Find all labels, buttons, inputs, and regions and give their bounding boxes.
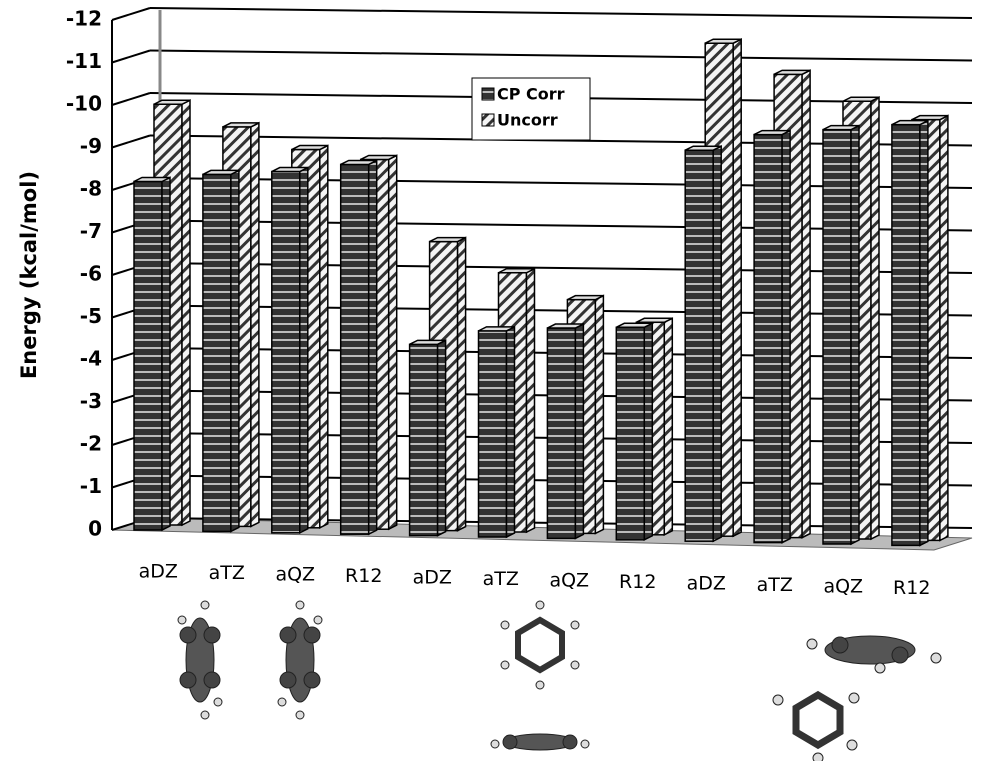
y-tick-label: -9 bbox=[80, 134, 102, 158]
bar-side bbox=[664, 318, 672, 535]
bar-front bbox=[685, 150, 713, 541]
bar-side bbox=[802, 70, 810, 537]
bar-top bbox=[479, 327, 515, 331]
bar-side bbox=[320, 146, 328, 528]
bar-side bbox=[507, 327, 515, 537]
bar-side bbox=[438, 340, 446, 535]
bar-side bbox=[389, 155, 397, 529]
bar-side bbox=[575, 324, 583, 538]
bar-top bbox=[203, 170, 239, 174]
bar-top bbox=[410, 340, 446, 344]
bar-side bbox=[851, 126, 859, 544]
bar-side bbox=[733, 39, 741, 536]
bar-top bbox=[892, 121, 928, 125]
bar-side bbox=[713, 146, 721, 541]
y-tick-label: -4 bbox=[80, 347, 102, 371]
bar-top bbox=[616, 323, 652, 327]
bar-front bbox=[272, 172, 300, 533]
bar-side bbox=[644, 323, 652, 540]
grid-line-side bbox=[112, 136, 150, 148]
x-tick-label: aTZ bbox=[209, 562, 245, 584]
grid-line bbox=[150, 8, 972, 18]
legend-label: CP Corr bbox=[497, 85, 565, 104]
bar-top bbox=[754, 131, 790, 135]
bar-side bbox=[251, 123, 259, 527]
x-tick-label: aDZ bbox=[413, 567, 452, 589]
bar-top bbox=[223, 123, 259, 127]
bar-front bbox=[823, 130, 851, 544]
bar-front bbox=[341, 164, 369, 534]
x-tick-label: aQZ bbox=[275, 564, 315, 586]
bar-side bbox=[920, 121, 928, 546]
y-tick-label: -1 bbox=[80, 474, 102, 498]
bar-side bbox=[595, 296, 603, 534]
bar-side bbox=[527, 269, 535, 532]
bar-side bbox=[369, 160, 377, 534]
bar-top bbox=[912, 116, 948, 120]
y-tick-label: -12 bbox=[66, 7, 102, 31]
x-tick-label: aDZ bbox=[139, 561, 178, 583]
grid-line-side bbox=[112, 51, 150, 63]
y-tick-label: -10 bbox=[66, 92, 102, 116]
bar-front bbox=[616, 327, 644, 540]
bar-side bbox=[300, 168, 308, 533]
y-tick-label: -7 bbox=[80, 219, 102, 243]
grid-line bbox=[150, 51, 972, 61]
x-tick-label: aTZ bbox=[757, 574, 793, 596]
bar-side bbox=[940, 116, 948, 541]
legend: CP Corr Uncorr bbox=[472, 78, 590, 140]
bar-top bbox=[774, 70, 810, 74]
bar-top bbox=[134, 178, 170, 182]
molecule-images bbox=[178, 601, 941, 761]
bar-top bbox=[705, 39, 741, 43]
y-tick-label: -3 bbox=[80, 389, 102, 413]
bar-front bbox=[547, 328, 575, 538]
y-tick-label: -6 bbox=[80, 262, 102, 286]
x-tick-label: aQZ bbox=[823, 576, 863, 598]
grid-line-side bbox=[112, 93, 150, 105]
bar-top bbox=[685, 146, 721, 150]
legend-swatch bbox=[482, 114, 494, 126]
x-tick-label: aDZ bbox=[687, 573, 726, 595]
bar-front bbox=[410, 344, 438, 535]
bar-top bbox=[154, 100, 190, 104]
bar-side bbox=[782, 131, 790, 543]
y-tick-label: 0 bbox=[88, 517, 102, 541]
x-tick-label: R12 bbox=[893, 577, 930, 599]
x-tick-label: R12 bbox=[345, 565, 382, 587]
bar-front bbox=[892, 125, 920, 546]
legend-label: Uncorr bbox=[497, 111, 558, 130]
chart: Energy (kcal/mol) 0 -1 -2 -3 -4 -5 -6 -7 -8 -9 -10… bbox=[0, 0, 992, 761]
y-tick-label: -5 bbox=[80, 304, 102, 328]
x-tick-label: aTZ bbox=[483, 568, 519, 590]
bar-top bbox=[823, 126, 859, 130]
y-tick-label: -2 bbox=[80, 432, 102, 456]
bar-top bbox=[292, 146, 328, 150]
x-tick-label: R12 bbox=[619, 571, 656, 593]
bar-top bbox=[567, 296, 603, 300]
bar-top bbox=[272, 168, 308, 172]
bar-top bbox=[636, 318, 672, 322]
x-tick-label: aQZ bbox=[549, 570, 589, 592]
bar-side bbox=[182, 100, 190, 525]
legend-swatch bbox=[482, 88, 494, 100]
y-tick-label: -8 bbox=[80, 177, 102, 201]
y-tick-label: -11 bbox=[66, 49, 102, 73]
bar-top bbox=[361, 155, 397, 159]
bar-front bbox=[479, 331, 507, 537]
bar-side bbox=[871, 97, 879, 539]
bar-top bbox=[430, 238, 466, 242]
bar-side bbox=[162, 178, 170, 531]
bar-front bbox=[203, 174, 231, 531]
bar-top bbox=[547, 324, 583, 328]
bar-front bbox=[754, 135, 782, 543]
bar-top bbox=[341, 160, 377, 164]
grid-line-side bbox=[112, 8, 150, 20]
bar-top bbox=[843, 97, 879, 101]
bar-side bbox=[231, 170, 239, 531]
y-axis-title: Energy (kcal/mol) bbox=[17, 171, 41, 379]
bar-top bbox=[499, 269, 535, 273]
bar-side bbox=[458, 238, 466, 531]
bar-front bbox=[134, 182, 162, 531]
